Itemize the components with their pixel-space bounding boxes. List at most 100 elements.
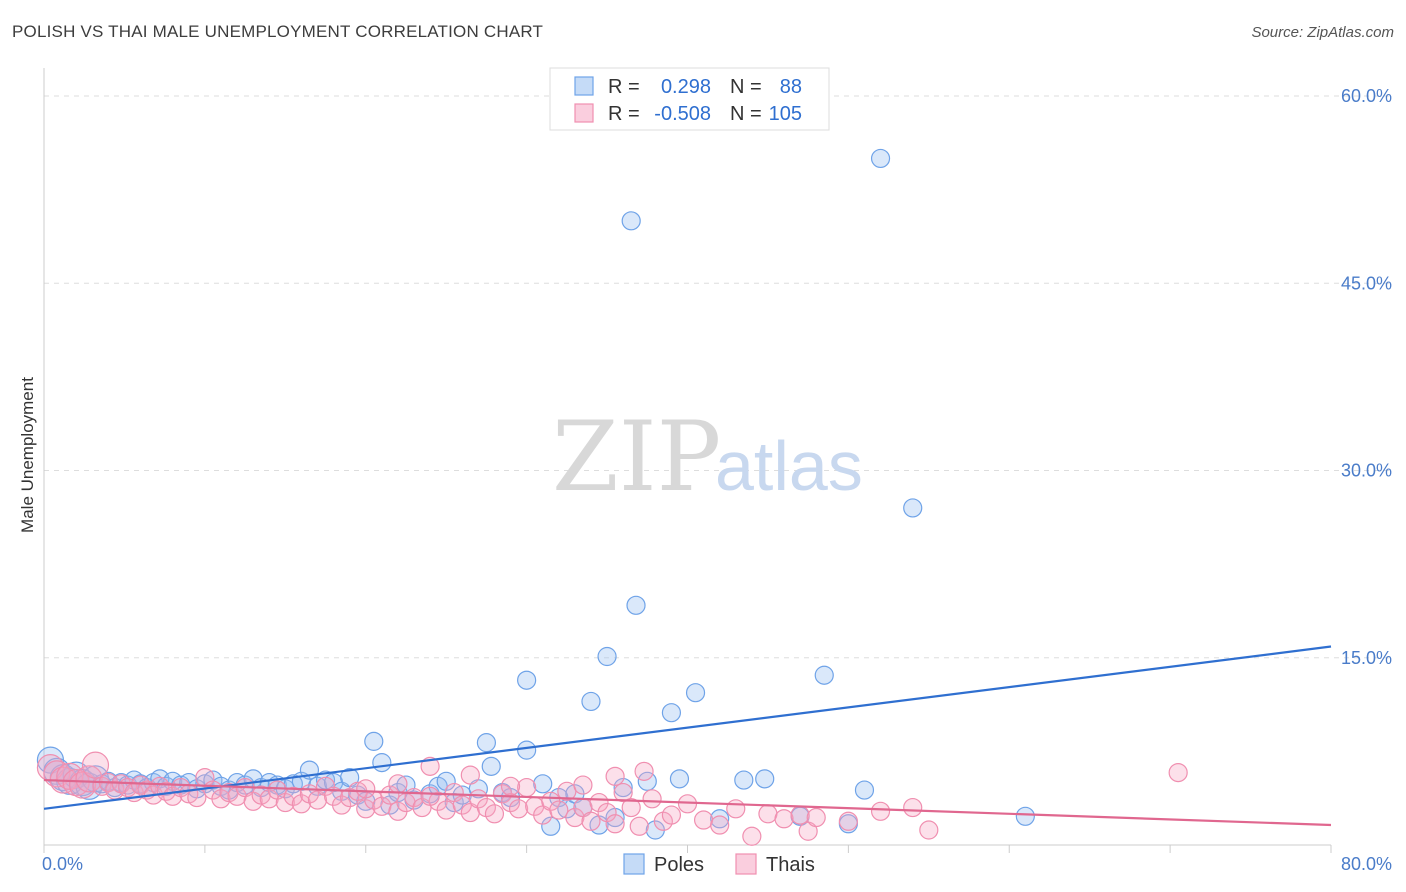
grid-lines — [44, 95, 1392, 659]
stats-swatch — [574, 76, 594, 96]
thais-point — [726, 799, 746, 819]
poles-point — [476, 733, 497, 753]
x-tick-labels: 0.0% 80.0% — [42, 854, 1392, 874]
thais-point — [460, 765, 480, 785]
thais-point — [629, 816, 649, 836]
poles-point — [436, 771, 456, 791]
y-tick-label: 15.0% — [1341, 648, 1392, 668]
y-tick-labels: 15.0% 30.0% 45.0% 60.0% — [1341, 86, 1392, 668]
thais-point — [806, 807, 826, 828]
thais-point — [605, 814, 625, 834]
poles-point — [517, 740, 537, 760]
poles-point — [734, 770, 754, 790]
poles-point — [364, 731, 384, 751]
poles-point — [710, 809, 730, 829]
poles-point — [870, 148, 891, 169]
thais-point — [742, 826, 762, 846]
poles-point — [626, 595, 646, 615]
thais-points — [36, 751, 1188, 846]
y-tick-label: 45.0% — [1341, 273, 1392, 293]
thais-point — [589, 792, 609, 813]
poles-point — [854, 780, 875, 800]
thais-point — [597, 802, 617, 823]
thais-point — [565, 807, 585, 828]
thais-point — [517, 777, 537, 798]
thais-point — [420, 786, 440, 806]
poles-point — [597, 646, 617, 667]
poles-point — [533, 774, 553, 794]
thais-point — [150, 776, 170, 796]
axes — [43, 68, 1332, 853]
stats-legend: R = 0.298 N = 88 R = -0.508 N = 105 — [549, 67, 830, 131]
thais-point — [283, 786, 303, 806]
legend-swatch-thais — [735, 853, 757, 875]
legend-label-poles: Poles — [654, 854, 704, 876]
thais-point — [356, 779, 376, 799]
thais-trend-line — [43, 778, 1332, 827]
watermark-zip: ZIP — [552, 401, 721, 513]
poles-trend-line — [43, 645, 1332, 810]
r-value: -0.508 — [654, 103, 711, 125]
stats-legend-box — [549, 67, 830, 131]
thais-point — [291, 794, 311, 814]
r-label: R = — [608, 103, 640, 125]
thais-point — [693, 810, 714, 830]
thais-point — [774, 809, 794, 829]
r-value: 0.298 — [661, 76, 711, 98]
thais-point — [388, 774, 408, 794]
watermark-atlas: atlas — [715, 427, 863, 505]
poles-point — [517, 670, 537, 690]
thais-point — [581, 811, 601, 831]
stats-swatch — [574, 103, 594, 123]
thais-point — [621, 797, 641, 818]
poles-point — [1015, 806, 1035, 826]
thais-point — [613, 782, 633, 803]
n-value: 88 — [780, 76, 802, 98]
poles-point — [685, 683, 706, 703]
thais-point — [573, 775, 593, 795]
poles-point — [755, 769, 775, 789]
poles-point — [481, 756, 501, 776]
poles-point — [903, 498, 923, 518]
thais-point — [549, 800, 569, 820]
thais-point — [420, 756, 440, 776]
legend-label-thais: Thais — [766, 854, 815, 876]
n-label: N = — [730, 103, 762, 125]
thais-point — [661, 805, 682, 825]
thais-point — [380, 785, 400, 805]
thais-point — [1168, 762, 1188, 783]
poles-point — [669, 769, 690, 789]
trend-lines — [43, 645, 1332, 827]
poles-point — [814, 665, 834, 685]
x-tick-label: 0.0% — [42, 854, 83, 874]
thais-point — [605, 766, 625, 786]
watermark: ZIP atlas — [552, 401, 863, 513]
thais-point — [75, 765, 103, 793]
thais-point — [508, 799, 529, 819]
thais-point — [500, 776, 521, 796]
poles-points — [36, 148, 1035, 840]
thais-point — [642, 789, 662, 809]
thais-point — [332, 795, 352, 815]
poles-point — [581, 691, 601, 712]
thais-point — [790, 805, 810, 825]
poles-point — [541, 816, 561, 836]
y-tick-label: 30.0% — [1341, 461, 1392, 481]
poles-point — [372, 753, 392, 773]
thais-point — [870, 801, 891, 821]
thais-point — [903, 797, 923, 818]
n-value: 105 — [769, 103, 802, 125]
thais-point — [81, 751, 110, 779]
r-label: R = — [608, 76, 640, 98]
bottom-legend: Poles Thais — [623, 853, 815, 876]
chart-title: POLISH VS THAI MALE UNEMPLOYMENT CORRELA… — [12, 22, 544, 41]
thais-point — [130, 775, 151, 795]
legend-swatch-poles — [623, 853, 645, 875]
n-label: N = — [730, 76, 762, 98]
thais-point — [838, 811, 858, 831]
thais-point — [919, 820, 939, 840]
poles-point — [613, 777, 633, 798]
thais-point — [436, 800, 456, 820]
thais-point — [758, 804, 778, 824]
